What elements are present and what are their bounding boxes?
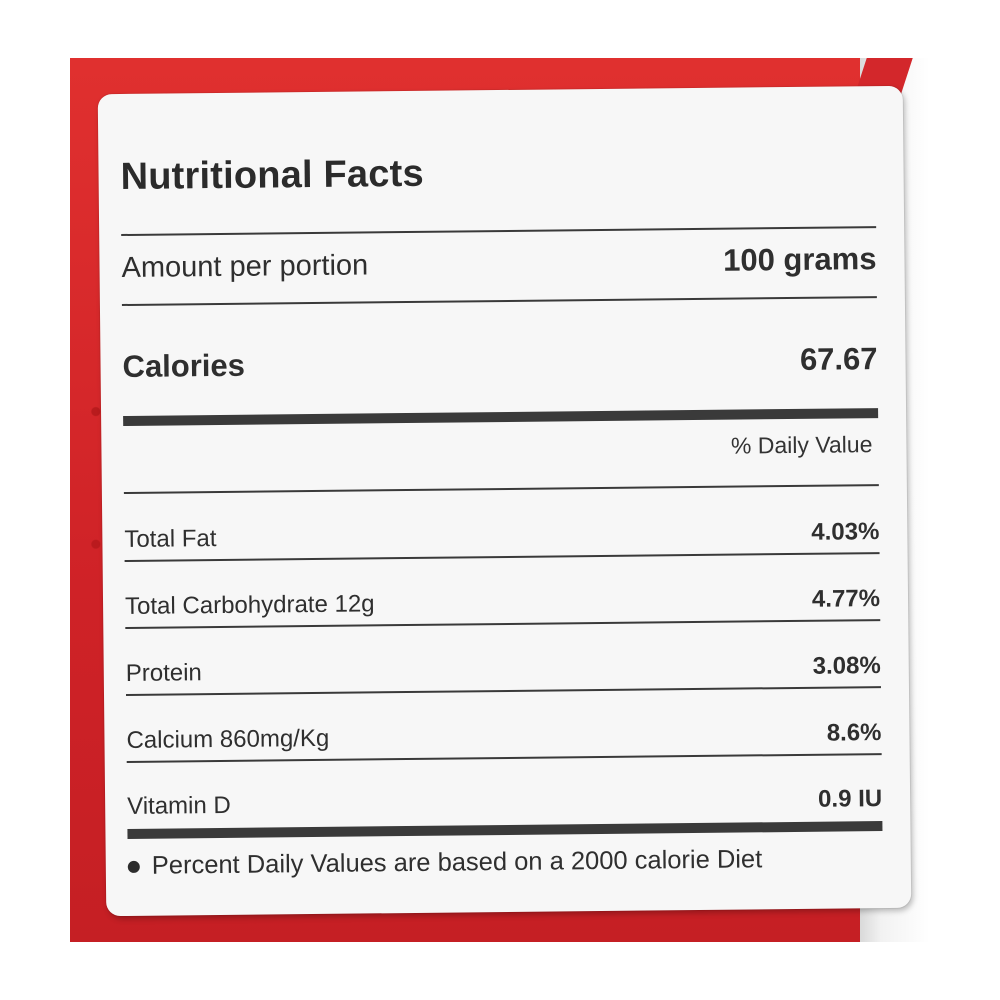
nutrient-divider <box>124 552 880 562</box>
bullet-icon <box>127 860 140 873</box>
rule-under-dv <box>123 484 879 494</box>
footnote: Percent Daily Values are based on a 2000… <box>127 844 889 881</box>
nutrient-row: Total Fat 4.03% <box>124 518 879 554</box>
portion-label: Amount per portion <box>121 249 369 284</box>
nutrient-value: 0.9 IU <box>817 785 883 813</box>
nutrient-row: Protein 3.08% <box>126 652 881 688</box>
nutrient-row: Vitamin D 0.9 IU <box>127 785 882 821</box>
nutrient-name: Total Fat <box>124 525 217 553</box>
thick-rule <box>123 408 879 426</box>
nutrient-divider <box>125 619 881 629</box>
bottom-thick-rule <box>127 821 883 839</box>
nutrient-row: Calcium 860mg/Kg 8.6% <box>126 719 881 755</box>
nutrient-value: 4.03% <box>811 518 880 546</box>
calories-row: Calories 67.67 <box>122 341 877 385</box>
portion-row: Amount per portion 100 grams <box>121 241 876 285</box>
portion-value: 100 grams <box>722 241 877 278</box>
nutrient-divider <box>126 686 881 696</box>
rule-under-title <box>121 226 877 236</box>
nutrient-name: Total Carbohydrate 12g <box>124 590 375 620</box>
nutrient-divider <box>126 753 882 763</box>
nutrient-row: Total Carbohydrate 12g 4.77% <box>125 585 880 621</box>
nutrient-name: Vitamin D <box>127 791 231 820</box>
footnote-text: Percent Daily Values are based on a 2000… <box>151 845 763 880</box>
nutrition-label: Nutritional Facts Amount per portion 100… <box>97 85 912 917</box>
rule-under-portion <box>121 296 877 306</box>
label-title: Nutritional Facts <box>120 152 425 199</box>
calories-label: Calories <box>122 347 246 384</box>
nutrient-value: 4.77% <box>811 585 881 613</box>
calories-value: 67.67 <box>799 341 878 377</box>
nutrient-value: 3.08% <box>812 652 881 680</box>
daily-value-header: % Daily Value <box>730 431 873 459</box>
nutrient-name: Calcium 860mg/Kg <box>126 724 330 754</box>
nutrient-name: Protein <box>125 659 202 687</box>
nutrient-value: 8.6% <box>826 719 882 747</box>
